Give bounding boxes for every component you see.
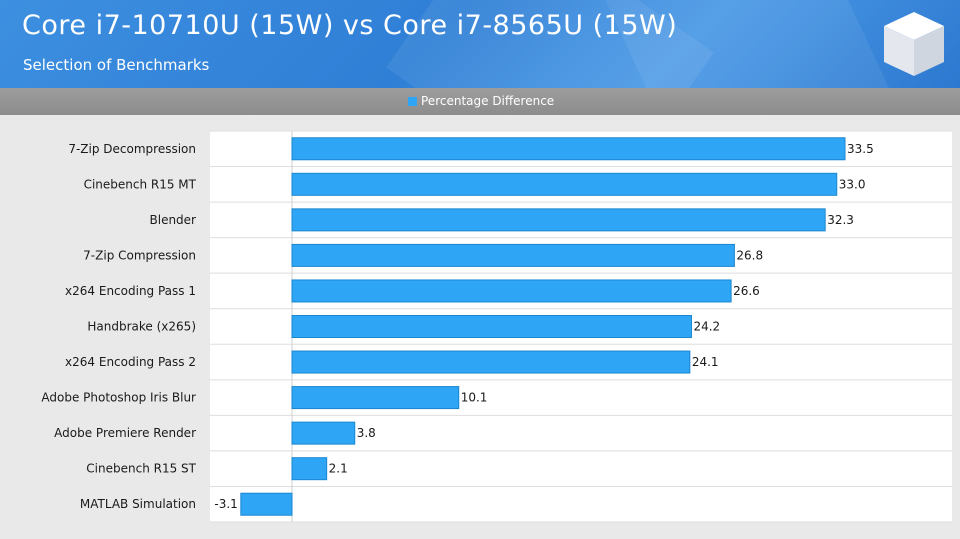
bar <box>291 315 692 338</box>
cube-logo-icon <box>884 12 944 76</box>
bar <box>291 421 356 445</box>
category-label: Adobe Photoshop Iris Blur <box>41 391 196 405</box>
bar <box>291 137 846 161</box>
data-label: 32.3 <box>827 213 854 227</box>
data-label: -3.1 <box>214 497 237 511</box>
data-label: 26.6 <box>733 284 760 298</box>
bar <box>291 457 328 481</box>
data-label: 33.5 <box>847 142 874 156</box>
category-label: Cinebench R15 MT <box>84 177 197 191</box>
data-label: 26.8 <box>736 248 763 262</box>
bar <box>291 208 826 232</box>
data-label: 24.1 <box>692 355 719 369</box>
chart-header: Core i7-10710U (15W) vs Core i7-8565U (1… <box>0 0 960 88</box>
category-label: 7-Zip Decompression <box>68 142 196 156</box>
category-label: x264 Encoding Pass 2 <box>65 355 196 369</box>
legend-bar: Percentage Difference <box>0 88 960 115</box>
bar <box>240 492 293 516</box>
category-label: x264 Encoding Pass 1 <box>65 284 196 298</box>
bar <box>291 172 838 196</box>
data-label: 33.0 <box>839 177 866 191</box>
category-label: 7-Zip Compression <box>83 248 196 262</box>
bar <box>291 243 735 267</box>
bar <box>291 279 732 303</box>
category-label: Adobe Premiere Render <box>54 426 196 440</box>
legend-label: Percentage Difference <box>421 94 555 108</box>
category-label: Cinebench R15 ST <box>86 462 196 476</box>
bar <box>291 386 460 410</box>
bar <box>291 350 691 374</box>
data-label: 3.8 <box>357 426 376 440</box>
data-label: 10.1 <box>461 391 488 405</box>
data-label: 24.2 <box>693 320 720 334</box>
category-label: MATLAB Simulation <box>80 497 196 511</box>
data-label: 2.1 <box>329 462 348 476</box>
category-label: Blender <box>150 213 197 227</box>
legend: Percentage Difference <box>408 94 554 108</box>
legend-swatch <box>408 96 417 106</box>
chart-subtitle: Selection of Benchmarks <box>23 56 210 74</box>
chart-title: Core i7-10710U (15W) vs Core i7-8565U (1… <box>22 10 678 41</box>
category-label: Handbrake (x265) <box>87 320 196 334</box>
